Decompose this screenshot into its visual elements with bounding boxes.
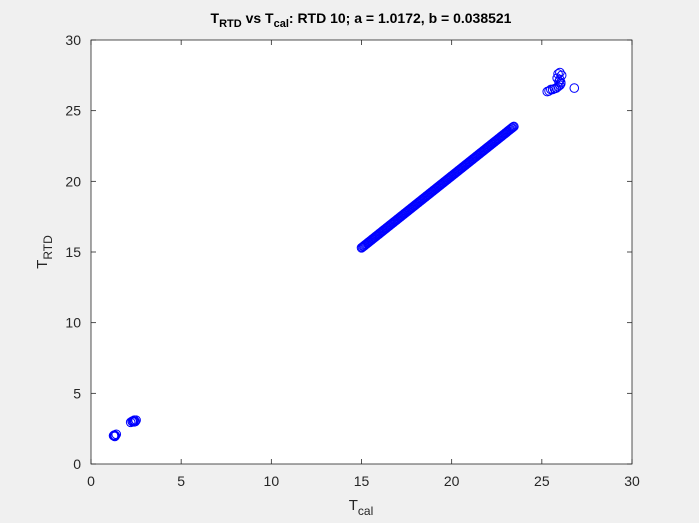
y-tick-label-4: 20 — [65, 173, 81, 189]
x-tick-label-6: 30 — [624, 473, 640, 489]
x-tick-label-3: 15 — [354, 473, 370, 489]
data-point-4 — [110, 431, 120, 442]
data-point-24 — [555, 74, 565, 85]
x-axis-label: Tcal — [349, 497, 374, 518]
data-point-5 — [109, 430, 119, 441]
data-point-198 — [507, 123, 517, 133]
y-tick-label-5: 25 — [65, 103, 81, 119]
y-tick-label-1: 5 — [73, 385, 81, 401]
data-point-30 — [569, 83, 580, 93]
data-point-28 — [555, 67, 565, 78]
data-point-196 — [505, 124, 516, 135]
y-tick-label-6: 30 — [65, 32, 81, 48]
data-point-200 — [509, 121, 519, 132]
x-tick-labels: 0 5 10 15 20 25 30 — [87, 473, 640, 489]
data-point-29 — [555, 79, 566, 89]
data-point-27 — [552, 73, 562, 83]
y-tick-label-2: 10 — [65, 315, 81, 331]
chart-title: TRTD vs Tcal: RTD 10; a = 1.0172, b = 0.… — [211, 10, 512, 30]
x-tick-label-4: 20 — [444, 473, 460, 489]
y-tick-label-3: 15 — [65, 244, 81, 260]
data-point-3 — [111, 429, 122, 440]
x-tick-label-0: 0 — [87, 473, 95, 489]
data-point-13 — [129, 417, 139, 427]
x-tick-label-2: 10 — [264, 473, 280, 489]
y-tick-labels: 0 5 10 15 20 25 30 — [65, 32, 81, 472]
axis-ticks — [90, 39, 633, 465]
x-tick-label-1: 5 — [177, 473, 185, 489]
y-tick-label-0: 0 — [73, 456, 81, 472]
x-tick-label-5: 25 — [534, 473, 550, 489]
data-point-11 — [131, 415, 141, 425]
scatter-markers — [108, 67, 580, 442]
y-axis-label: TRTD — [34, 235, 55, 269]
data-point-199 — [508, 122, 518, 132]
data-point-26 — [553, 69, 563, 79]
